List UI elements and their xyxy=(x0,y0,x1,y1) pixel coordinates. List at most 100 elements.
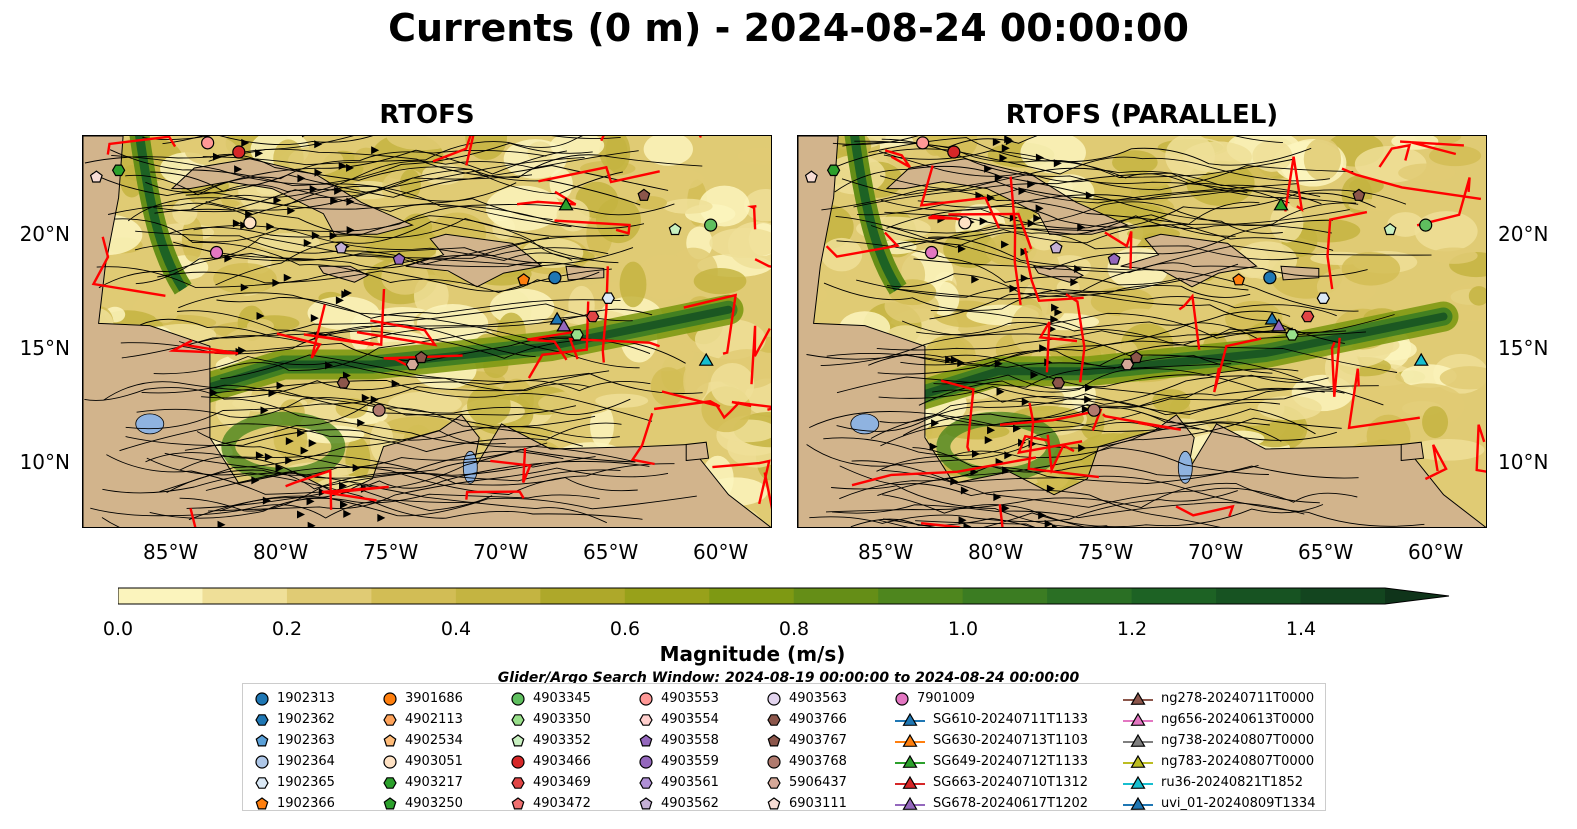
streamline xyxy=(179,456,596,512)
streamline-arrow xyxy=(1051,303,1060,312)
streamline xyxy=(178,292,633,322)
platform-marker xyxy=(1129,350,1143,364)
streamline-arrow xyxy=(1050,315,1059,324)
platform-marker xyxy=(924,245,939,260)
legend-label: 1902362 xyxy=(277,712,335,727)
legend-label: 4903469 xyxy=(533,775,591,790)
legend-entry: 4902113 xyxy=(383,709,463,730)
eez-boundary xyxy=(1213,337,1262,393)
streamline-arrow xyxy=(957,358,966,367)
legend-entry: 4903345 xyxy=(511,688,591,709)
streamline-arrow xyxy=(361,393,370,402)
legend-entry: 1902365 xyxy=(255,772,335,793)
platform-marker xyxy=(637,188,651,201)
eez-boundary xyxy=(432,136,475,166)
speed-patch xyxy=(1165,136,1215,179)
streamline xyxy=(826,325,1277,368)
eez-boundary xyxy=(919,165,1001,229)
speed-patch xyxy=(589,403,614,448)
eez-boundary xyxy=(1341,167,1482,201)
legend-label: SG630-20240713T1103 xyxy=(933,733,1089,748)
legend-marker-icon xyxy=(639,754,653,769)
lon-label-80w-right: 80°W xyxy=(968,540,1024,564)
streamline xyxy=(878,385,1379,416)
eez-boundary xyxy=(1027,402,1100,479)
lat-label-15n-right: 15°N xyxy=(1498,336,1549,360)
legend-entry: 4903559 xyxy=(639,751,719,772)
legend-column: 4903553 4903554 4903558 4903559 4903561 49035… xyxy=(639,688,719,814)
eez-boundary xyxy=(1378,143,1412,168)
streamline-arrow xyxy=(994,173,1003,182)
legend-marker-icon xyxy=(1123,796,1153,810)
legend-entry: 4903553 xyxy=(639,688,719,709)
streamline xyxy=(913,258,1368,277)
platform-marker xyxy=(916,136,930,150)
eez-boundary xyxy=(356,319,438,347)
streamline xyxy=(125,426,620,446)
legend-marker-icon xyxy=(1123,775,1153,789)
legend-marker-icon xyxy=(767,796,781,809)
streamline-arrow xyxy=(314,168,323,177)
streamline-arrow xyxy=(300,446,309,455)
eez-boundary xyxy=(1416,177,1471,227)
eez-boundary xyxy=(91,236,166,297)
streamline xyxy=(917,188,1376,208)
streamline-arrow xyxy=(1054,308,1063,317)
streamline xyxy=(881,469,1358,508)
streamline-arrow xyxy=(303,238,312,247)
legend-entry: SG663-20240710T1312 xyxy=(895,772,1088,793)
legend-label: 4903562 xyxy=(661,796,719,811)
colorbar-segment xyxy=(962,588,1048,604)
streamline xyxy=(91,172,517,210)
streamline-arrow xyxy=(273,196,282,205)
platform-marker xyxy=(804,170,818,183)
eez-boundary xyxy=(1046,434,1075,475)
eez-boundary xyxy=(276,304,326,359)
streamline-arrow xyxy=(234,165,243,174)
streamline xyxy=(836,355,1273,394)
streamline xyxy=(836,240,1249,291)
streamline xyxy=(882,504,1324,527)
streamline-arrow xyxy=(984,164,993,173)
legend-label: 4903352 xyxy=(533,733,591,748)
streamline xyxy=(107,174,533,217)
streamline-arrow xyxy=(979,217,988,226)
lat-label-20n-right: 20°N xyxy=(1498,222,1549,246)
streamline xyxy=(186,483,607,524)
eez-boundary xyxy=(554,219,631,235)
platform-marker xyxy=(1087,403,1101,417)
legend-column: 1902313 1902362 1902363 1902364 1902365 19023… xyxy=(255,688,335,814)
streamline-arrow xyxy=(950,477,959,486)
streamline-arrow xyxy=(266,222,275,231)
legend-marker-icon xyxy=(767,691,781,706)
legend-marker-icon xyxy=(511,796,525,809)
legend-label: 4903768 xyxy=(789,754,847,769)
streamline xyxy=(188,203,675,243)
legend-label: 4903767 xyxy=(789,733,847,748)
legend-marker-icon xyxy=(255,796,269,809)
legend-entry: 4903469 xyxy=(511,772,591,793)
platform-marker xyxy=(698,352,714,366)
streamline xyxy=(135,236,549,285)
legend-label: 1902365 xyxy=(277,775,335,790)
speed-patch xyxy=(636,254,695,300)
legend-marker-icon xyxy=(767,754,781,769)
streamline-arrow xyxy=(285,437,294,446)
platform-marker xyxy=(392,252,406,265)
legend-entry: 4903554 xyxy=(639,709,719,730)
streamline xyxy=(205,201,629,238)
eez-boundary xyxy=(851,456,1037,487)
legend-marker-icon xyxy=(511,713,525,726)
eez-boundary xyxy=(1017,434,1083,455)
colorbar-segment xyxy=(1216,588,1302,604)
platform-marker xyxy=(232,145,246,159)
speed-patch xyxy=(1152,389,1191,413)
legend-label: 4903559 xyxy=(661,754,719,769)
legend-entry: ng783-20240807T0000 xyxy=(1123,751,1315,772)
legend-entry: ng656-20240613T0000 xyxy=(1123,709,1315,730)
streamline-arrow xyxy=(1038,511,1047,520)
legend-marker-icon xyxy=(639,776,653,789)
platform-marker xyxy=(1264,311,1280,325)
legend-entry: 4903350 xyxy=(511,709,591,730)
legend-label: uvi_01-20240809T1334 xyxy=(1161,796,1316,811)
